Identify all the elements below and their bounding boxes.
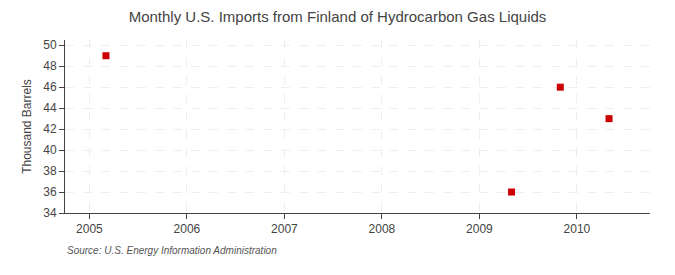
svg-text:Thousand Barrels: Thousand Barrels xyxy=(20,79,34,174)
svg-text:44: 44 xyxy=(43,101,57,115)
svg-text:40: 40 xyxy=(43,143,57,157)
svg-text:42: 42 xyxy=(43,122,57,136)
svg-text:46: 46 xyxy=(43,80,57,94)
svg-text:2008: 2008 xyxy=(369,222,396,236)
svg-text:Monthly U.S. Imports from Finl: Monthly U.S. Imports from Finland of Hyd… xyxy=(129,8,547,25)
svg-text:34: 34 xyxy=(43,206,57,220)
svg-text:50: 50 xyxy=(43,38,57,52)
svg-text:48: 48 xyxy=(43,59,57,73)
svg-text:2006: 2006 xyxy=(174,222,201,236)
svg-text:2005: 2005 xyxy=(76,222,103,236)
svg-text:38: 38 xyxy=(43,164,57,178)
svg-text:2009: 2009 xyxy=(466,222,493,236)
svg-text:36: 36 xyxy=(43,185,57,199)
svg-text:2007: 2007 xyxy=(271,222,298,236)
svg-text:Source: U.S. Energy Informatio: Source: U.S. Energy Information Administ… xyxy=(67,245,277,256)
svg-text:2010: 2010 xyxy=(564,222,591,236)
